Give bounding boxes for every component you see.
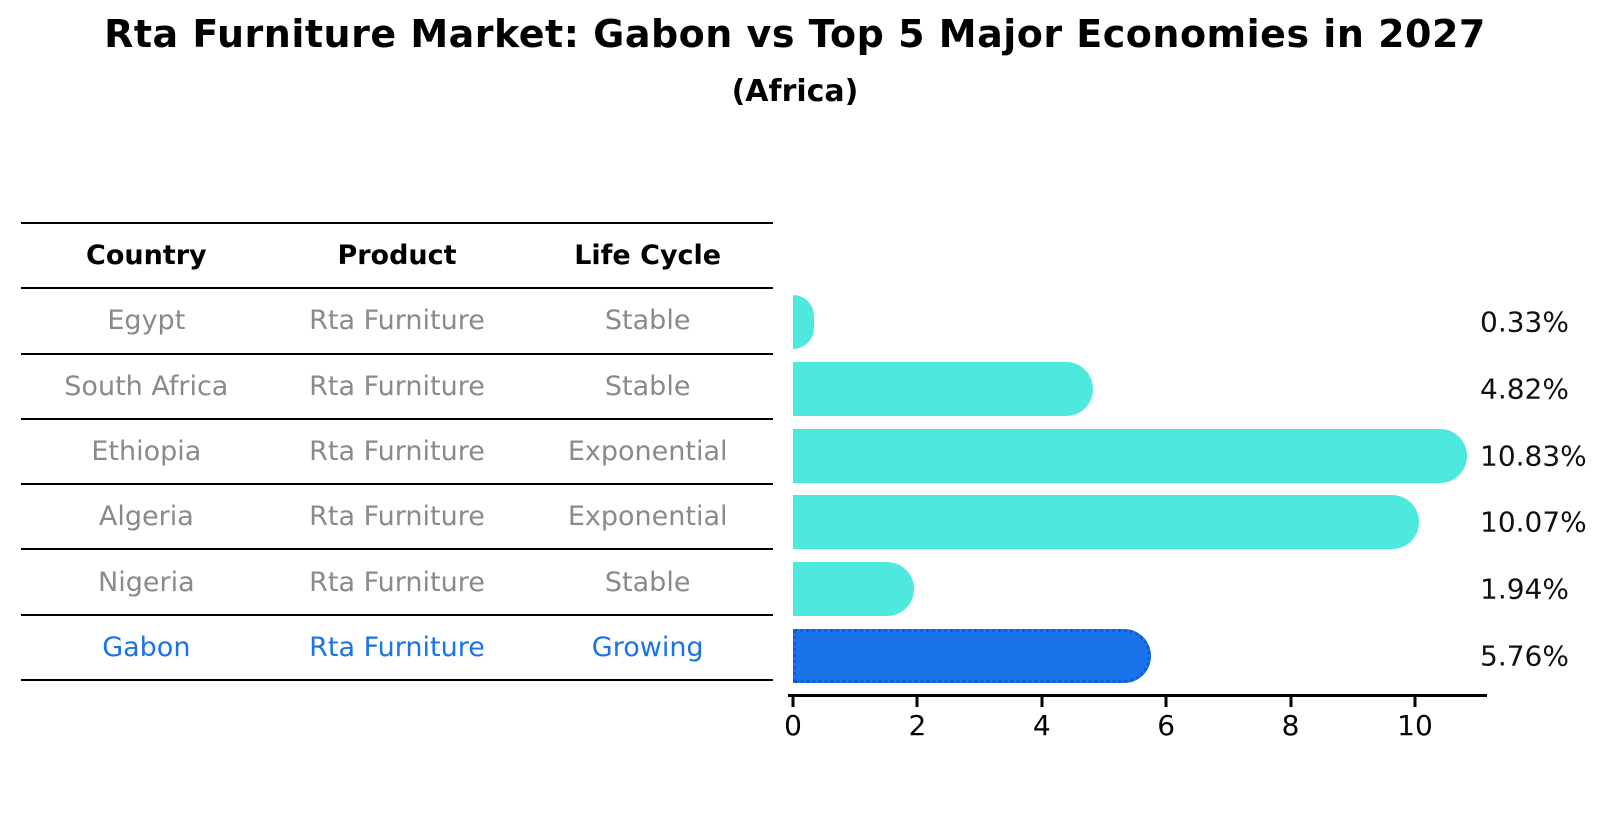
bar-south-africa <box>793 361 1093 416</box>
bar-algeria <box>793 495 1420 550</box>
value-label-algeria: 10.07% <box>1480 505 1587 539</box>
column-header-lifecycle: Life Cycle <box>574 240 722 272</box>
table-row-algeria: Algeria Rta Furniture Exponential <box>21 485 773 551</box>
table-cell-life-cycle: Exponential <box>567 501 728 533</box>
bar-gabon <box>793 629 1152 683</box>
x-tick-label-6: 6 <box>1157 709 1176 742</box>
x-tick-0 <box>791 696 795 707</box>
table-row-gabon: Gabon Rta Furniture Growing <box>21 616 773 682</box>
table-cell-product: Rta Furniture <box>309 370 485 402</box>
table-cell-product: Rta Furniture <box>309 566 485 598</box>
table-cell-product: Rta Furniture <box>309 305 485 337</box>
x-tick-10 <box>1413 696 1417 707</box>
table-cell-country: Gabon <box>102 631 191 663</box>
x-tick-label-2: 2 <box>908 709 927 742</box>
table-cell-product: Rta Furniture <box>309 631 485 663</box>
value-label-gabon: 5.76% <box>1480 639 1569 673</box>
chart-title: Rta Furniture Market: Gabon vs Top 5 Maj… <box>104 12 1486 56</box>
x-tick-label-0: 0 <box>784 709 802 742</box>
bar-ethiopia <box>793 428 1467 483</box>
table-cell-country: Ethiopia <box>91 436 202 468</box>
x-tick-2 <box>915 696 919 707</box>
table-cell-product: Rta Furniture <box>309 501 485 533</box>
table-cell-life-cycle: Stable <box>604 566 691 598</box>
value-label-ethiopia: 10.83% <box>1480 439 1587 473</box>
table-cell-country: Nigeria <box>98 566 195 598</box>
country-table: Country Product Life Cycle Egypt Rta Furn… <box>21 222 773 682</box>
x-tick-label-4: 4 <box>1032 709 1051 742</box>
table-row-nigeria: Nigeria Rta Furniture Stable <box>21 550 773 616</box>
chart-subtitle: (Africa) <box>731 74 859 109</box>
table-cell-life-cycle: Growing <box>591 631 704 663</box>
value-label-nigeria: 1.94% <box>1480 572 1569 606</box>
table-header-row: Country Product Life Cycle <box>21 224 773 290</box>
table-cell-country: Algeria <box>98 501 194 533</box>
x-tick-label-10: 10 <box>1397 709 1433 742</box>
x-tick-label-8: 8 <box>1281 709 1300 742</box>
x-tick-4 <box>1040 696 1044 707</box>
bar-nigeria <box>793 562 914 617</box>
column-header-product: Product <box>337 240 457 272</box>
x-tick-8 <box>1289 696 1293 707</box>
x-axis <box>788 694 1487 697</box>
table-cell-country: Egypt <box>107 305 186 337</box>
value-label-south-africa: 4.82% <box>1480 372 1569 406</box>
table-row-south-africa: South Africa Rta Furniture Stable <box>21 355 773 420</box>
table-body: Egypt Rta Furniture Stable South Africa Rta … <box>21 289 773 682</box>
table-cell-life-cycle: Stable <box>604 305 691 337</box>
table-row-egypt: Egypt Rta Furniture Stable <box>21 289 773 355</box>
table-cell-product: Rta Furniture <box>309 436 485 468</box>
value-label-egypt: 0.33% <box>1480 305 1569 339</box>
x-tick-6 <box>1164 696 1168 707</box>
column-header-country: Country <box>86 240 207 272</box>
table-cell-life-cycle: Stable <box>604 370 691 402</box>
table-cell-country: South Africa <box>64 370 229 402</box>
bar-egypt <box>793 295 814 349</box>
table-cell-life-cycle: Exponential <box>567 436 728 468</box>
table-row-ethiopia: Ethiopia Rta Furniture Exponential <box>21 420 773 486</box>
